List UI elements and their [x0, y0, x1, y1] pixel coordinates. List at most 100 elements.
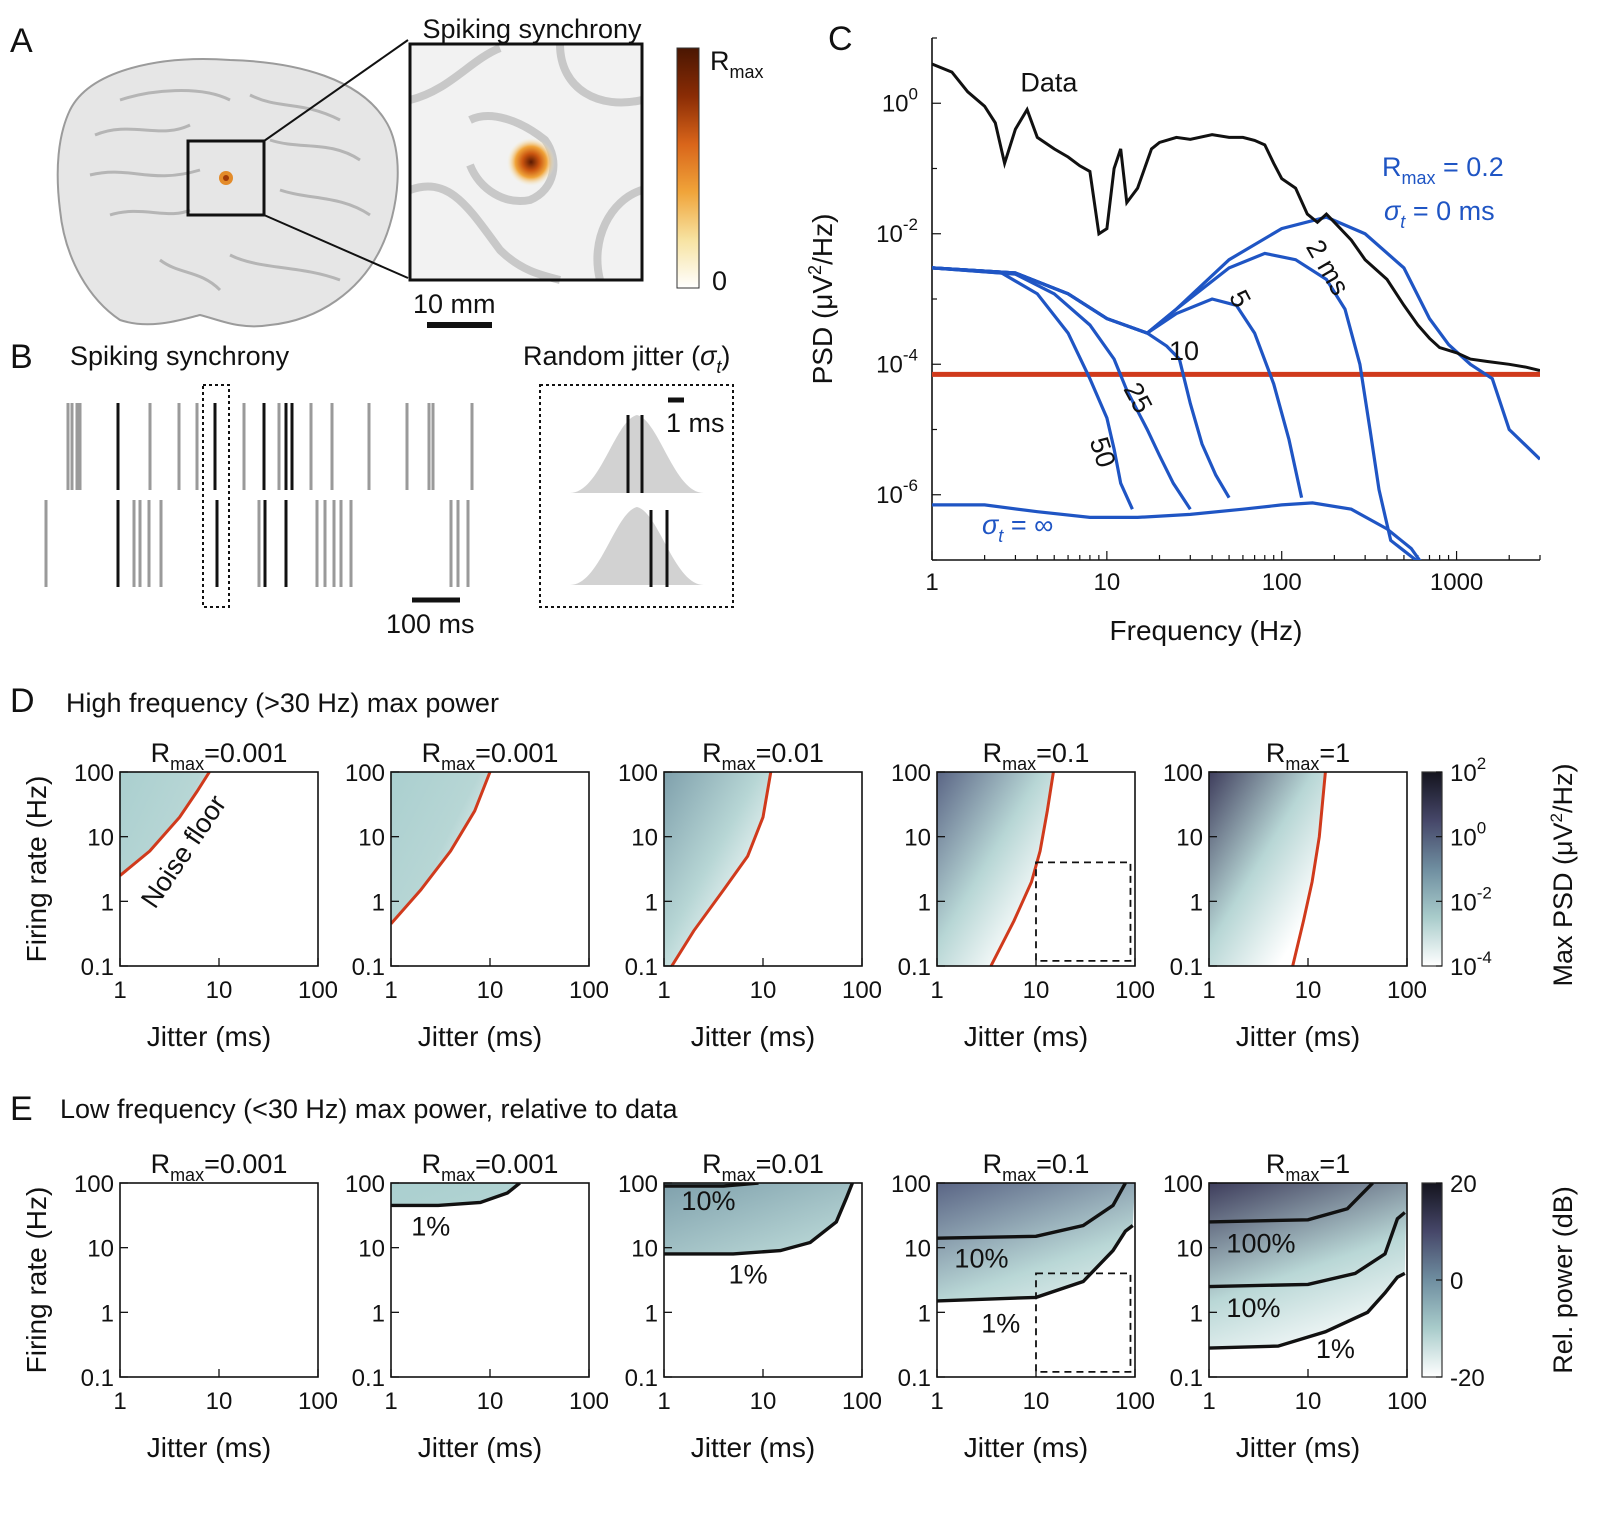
heatmap-fill	[937, 1183, 1135, 1377]
x-tick-label: 10	[206, 1388, 233, 1415]
y-tick-label: 100	[345, 760, 385, 787]
d-y-axis-label: Firing rate (Hz)	[21, 776, 52, 963]
c-x-tick-label: 1	[925, 569, 938, 596]
x-tick-label: 1	[1202, 1388, 1215, 1415]
contour-line	[1209, 1183, 1374, 1224]
contour-line	[664, 1183, 854, 1256]
x-tick-label: 100	[1387, 977, 1427, 1004]
d-colorbar-tick-label: 10-2	[1450, 883, 1492, 916]
y-tick-label: 10	[1176, 825, 1203, 852]
y-tick-label: 1	[1190, 1300, 1203, 1327]
x-axis-label: Jitter (ms)	[964, 1021, 1088, 1052]
y-tick-label: 1	[101, 1300, 114, 1327]
x-tick-label: 10	[206, 977, 233, 1004]
y-tick-label: 10	[1176, 1236, 1203, 1263]
x-tick-label: 10	[1295, 1388, 1322, 1415]
y-tick-label: 1	[372, 889, 385, 916]
x-tick-label: 1	[384, 1388, 397, 1415]
contour-label: 1%	[729, 1259, 768, 1289]
panel-c: C 1 10 100 1000 100 10-2 10-4 10-6 Frequency (Hz…	[805, 20, 1541, 646]
x-tick-label: 1	[930, 977, 943, 1004]
data-label: Data	[1020, 67, 1078, 97]
x-tick-label: 100	[1115, 977, 1155, 1004]
x-tick-label: 1	[657, 1388, 670, 1415]
x-tick-label: 100	[842, 1388, 882, 1415]
e-colorbar-tick-label: 20	[1450, 1171, 1477, 1198]
sigma-infinity-label: σt = ∞	[982, 510, 1053, 546]
contour-line	[391, 1183, 521, 1208]
contour-line	[664, 1183, 759, 1188]
y-tick-label: 10	[904, 825, 931, 852]
y-tick-label: 100	[618, 760, 658, 787]
contour-label: 100%	[1226, 1229, 1295, 1259]
panel-e-title: Low frequency (<30 Hz) max power, relati…	[60, 1094, 679, 1124]
panel-label-b: B	[10, 338, 33, 376]
y-tick-label: 10	[87, 825, 114, 852]
panel-label-d: D	[10, 682, 35, 720]
x-axis-label: Jitter (ms)	[1236, 1021, 1360, 1052]
c-x-tick-label: 1000	[1430, 569, 1483, 596]
subplot-title: Rmax=0.001	[422, 738, 559, 774]
y-tick-label: 1	[101, 889, 114, 916]
panel-label-a: A	[10, 22, 33, 60]
contour-label: 10%	[954, 1244, 1008, 1274]
jitter-inset-box	[539, 384, 734, 608]
d-colorbar-tick-label: 10-4	[1450, 948, 1492, 981]
y-tick-label: 10	[631, 825, 658, 852]
x-tick-label: 100	[298, 1388, 338, 1415]
jitter-curve-label: 10	[1169, 336, 1199, 366]
subplot-title: Rmax=0.001	[151, 1149, 288, 1185]
y-tick-label: 10	[358, 825, 385, 852]
noise-floor-curve	[670, 772, 773, 966]
x-tick-label: 10	[1023, 1388, 1050, 1415]
c-y-tick-label: 10-2	[876, 215, 918, 248]
jitter-close: )	[721, 341, 730, 371]
panel-a-colorbar: Rmax 0	[676, 46, 764, 296]
panel-a-title: Spiking synchrony	[422, 14, 642, 44]
scalebar-a-label: 10 mm	[413, 289, 496, 319]
contour-label: 10%	[681, 1186, 735, 1216]
c-y-axis-label: PSD (μV2/Hz)	[805, 214, 838, 385]
e-colorbar-tick-label: -20	[1450, 1365, 1485, 1392]
contour-label: 1%	[411, 1212, 450, 1242]
heatmap-fill	[664, 772, 771, 966]
subplot-title: Rmax=1	[1266, 738, 1350, 774]
heatmap-fill	[1209, 1183, 1407, 1377]
y-tick-label: 0.1	[81, 1365, 114, 1392]
x-axis-label: Jitter (ms)	[691, 1432, 815, 1463]
jitter-sub: t	[716, 357, 722, 377]
contour-label: 1%	[1316, 1334, 1355, 1364]
y-tick-label: 10	[358, 1236, 385, 1263]
rmax-annotation: Rmax = 0.2	[1382, 152, 1504, 188]
sigma-annotation: σt = 0 ms	[1384, 196, 1495, 232]
scalebar-b-label: 100 ms	[386, 609, 475, 639]
brain-illustration	[56, 39, 409, 328]
zoomed-cortex	[408, 42, 644, 284]
model-line-sigma-0	[932, 215, 1540, 461]
y-tick-label: 100	[74, 760, 114, 787]
y-tick-label: 0.1	[1170, 1365, 1203, 1392]
model-line-sigma-50	[932, 266, 1134, 510]
subplot-title: Rmax=0.1	[983, 1149, 1090, 1185]
x-axis-label: Jitter (ms)	[147, 1021, 271, 1052]
d-colorbar-label: Max PSD (μV2/Hz)	[1547, 763, 1578, 986]
y-tick-label: 1	[918, 889, 931, 916]
heatmap-fill	[1209, 772, 1326, 966]
noise-floor-curve	[391, 772, 492, 925]
heatmap-fill	[937, 772, 1054, 966]
y-tick-label: 1	[645, 889, 658, 916]
heatmap-fill	[391, 1183, 589, 1377]
x-axis-label: Jitter (ms)	[418, 1021, 542, 1052]
svg-text:Rmax: Rmax	[710, 46, 764, 82]
y-tick-label: 100	[1163, 1171, 1203, 1198]
panel-b: B Spiking synchrony 100 ms Random jitter…	[10, 338, 734, 639]
y-tick-label: 10	[87, 1236, 114, 1263]
svg-text:Random jitter (σt): Random jitter (σt)	[523, 341, 730, 377]
model-line-sigma-25	[932, 266, 1192, 511]
e-colorbar-label: Rel. power (dB)	[1548, 1186, 1578, 1374]
